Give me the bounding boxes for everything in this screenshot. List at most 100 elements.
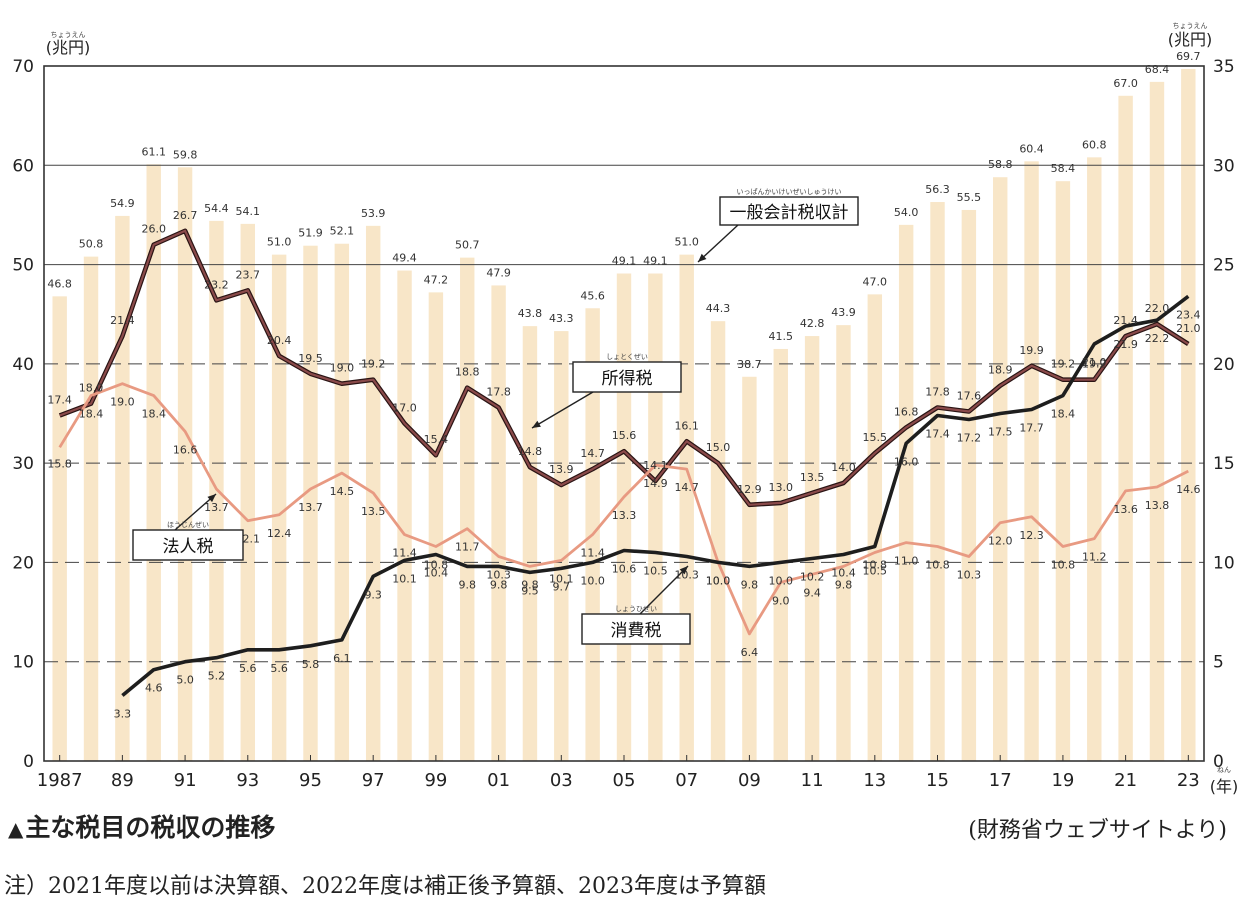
label-consumption-tax-1991: 5.0 <box>176 674 194 687</box>
bar-total-tax-1999 <box>428 292 444 761</box>
label-income-tax-1998: 17.0 <box>392 401 417 414</box>
bar-total-tax-1996 <box>334 243 350 761</box>
label-income-tax-2002: 14.8 <box>518 445 543 458</box>
x-tick-05: 05 <box>613 770 636 791</box>
label-consumption-tax-2000: 9.8 <box>458 578 476 591</box>
bar-label-2008: 44.3 <box>706 302 731 315</box>
left-tick-60: 60 <box>12 156 34 176</box>
bar-total-tax-2010 <box>773 348 788 761</box>
bar-label-1991: 59.8 <box>173 148 198 161</box>
label-income-tax-2020: 19.2 <box>1082 358 1107 371</box>
bar-label-2000: 50.7 <box>455 239 480 252</box>
line-corporate-tax <box>58 382 1189 636</box>
label-consumption-tax-2003: 9.7 <box>553 580 571 593</box>
left-tick-0: 0 <box>23 752 34 772</box>
x-tick-19: 19 <box>1051 770 1074 791</box>
bar-label-2012: 43.9 <box>831 306 856 319</box>
x-axis-unit-ruby: ねん <box>1217 766 1231 774</box>
x-tick-07: 07 <box>675 770 698 791</box>
bar-label-2003: 43.3 <box>549 312 574 325</box>
label-consumption-tax-2015: 17.4 <box>925 427 950 440</box>
label-consumption-tax-2022: 22.2 <box>1145 332 1170 345</box>
right-tick-30: 30 <box>1213 156 1235 176</box>
right-tick-15: 15 <box>1213 454 1235 474</box>
label-corporate-tax-2003: 10.1 <box>549 572 574 585</box>
bar-label-1988: 50.8 <box>79 238 104 251</box>
footnote: 注）2021年度以前は決算額、2022年度は補正後予算額、2023年度は予算額 <box>4 874 766 899</box>
label-consumption-tax-1993: 5.6 <box>239 662 257 675</box>
bar-total-tax-2020 <box>1087 157 1102 762</box>
callout-arrow-income-tax <box>531 391 594 429</box>
label-consumption-tax-1990: 4.6 <box>145 682 163 695</box>
bar-label-1989: 54.9 <box>110 197 135 210</box>
label-income-tax-1993: 23.7 <box>236 268 261 281</box>
line-income-tax <box>59 229 1189 506</box>
label-corporate-tax-1994: 12.4 <box>267 527 292 540</box>
label-corporate-tax-1996: 14.5 <box>330 485 355 498</box>
label-corporate-tax-2000: 11.7 <box>455 541 480 554</box>
bar-total-tax-2008 <box>710 321 726 761</box>
x-tick-23: 23 <box>1177 770 1200 791</box>
bar-label-2006: 49.1 <box>643 255 668 268</box>
bar-label-2007: 51.0 <box>674 236 699 249</box>
label-consumption-tax-1994: 5.6 <box>270 662 288 675</box>
bar-label-1987: 46.8 <box>47 277 72 290</box>
bar-total-tax-1988 <box>83 256 99 761</box>
label-consumption-tax-2019: 18.4 <box>1051 408 1076 421</box>
label-consumption-tax-2012: 10.4 <box>831 566 856 579</box>
bar-label-2020: 60.8 <box>1082 138 1107 151</box>
label-consumption-tax-2004: 10.0 <box>580 574 605 587</box>
label-income-tax-1996: 19.0 <box>330 362 355 375</box>
x-tick-09: 09 <box>738 770 761 791</box>
label-corporate-tax-2011: 9.4 <box>803 586 821 599</box>
line-consumption-tax <box>121 294 1190 697</box>
bar-label-2017: 58.8 <box>988 158 1013 171</box>
bar-label-2001: 47.9 <box>486 266 511 279</box>
callout-box-corporate-tax <box>132 529 244 561</box>
bar-label-2004: 45.6 <box>580 289 605 302</box>
x-axis-unit: (年) <box>1210 777 1239 796</box>
x-tick-89: 89 <box>111 770 134 791</box>
label-consumption-tax-1996: 6.1 <box>333 652 351 665</box>
label-consumption-tax-2014: 16.0 <box>894 455 919 468</box>
label-income-tax-2001: 17.8 <box>486 386 511 399</box>
bar-label-1999: 47.2 <box>424 273 449 286</box>
x-tick-15: 15 <box>926 770 949 791</box>
x-tick-03: 03 <box>550 770 573 791</box>
label-corporate-tax-1991: 16.6 <box>173 443 198 456</box>
x-tick-95: 95 <box>299 770 322 791</box>
label-corporate-tax-2010: 9.0 <box>772 594 790 607</box>
bar-label-1990: 61.1 <box>141 145 166 158</box>
label-consumption-tax-1999: 10.4 <box>424 566 449 579</box>
label-corporate-tax-2012: 9.8 <box>835 578 853 591</box>
bar-total-tax-2011 <box>804 336 820 761</box>
label-corporate-tax-1992: 13.7 <box>204 501 229 514</box>
label-corporate-tax-2014: 11.0 <box>894 555 919 568</box>
bar-total-tax-2016 <box>961 209 977 761</box>
bar-total-tax-2023 <box>1181 68 1196 761</box>
callout-arrow-corporate-tax <box>174 493 217 531</box>
label-corporate-tax-1987: 15.8 <box>47 457 72 470</box>
bar-total-tax-2015 <box>930 202 945 761</box>
bar-label-2010: 41.5 <box>769 330 794 343</box>
callout-ruby-consumption-tax: しょうひぜい <box>615 605 657 613</box>
label-consumption-tax-2007: 10.3 <box>674 568 699 581</box>
label-consumption-tax-2023: 23.4 <box>1176 308 1201 321</box>
labels-layer: 46.8 50.8 54.9 61.1 59.8 54.4 54.1 51.0 51.9 52.1… <box>47 50 1200 720</box>
callout-arrow-total-tax <box>697 224 739 263</box>
label-consumption-tax-1997: 9.3 <box>364 588 382 601</box>
left-tick-10: 10 <box>12 653 34 673</box>
bar-total-tax-1994 <box>271 254 287 761</box>
label-consumption-tax-2010: 10.0 <box>769 574 794 587</box>
label-corporate-tax-1998: 11.4 <box>392 547 417 560</box>
bar-total-tax-2006 <box>648 273 663 761</box>
callout-label-corporate-tax: 法人税 <box>163 537 214 557</box>
label-corporate-tax-2017: 12.0 <box>988 535 1013 548</box>
bar-total-tax-2007 <box>679 254 694 761</box>
bar-label-2005: 49.1 <box>612 255 637 268</box>
bar-label-2014: 54.0 <box>894 206 919 219</box>
label-corporate-tax-2005: 13.3 <box>612 509 637 522</box>
bar-label-2009: 38.7 <box>737 358 762 371</box>
label-income-tax-1991: 26.7 <box>173 209 198 222</box>
